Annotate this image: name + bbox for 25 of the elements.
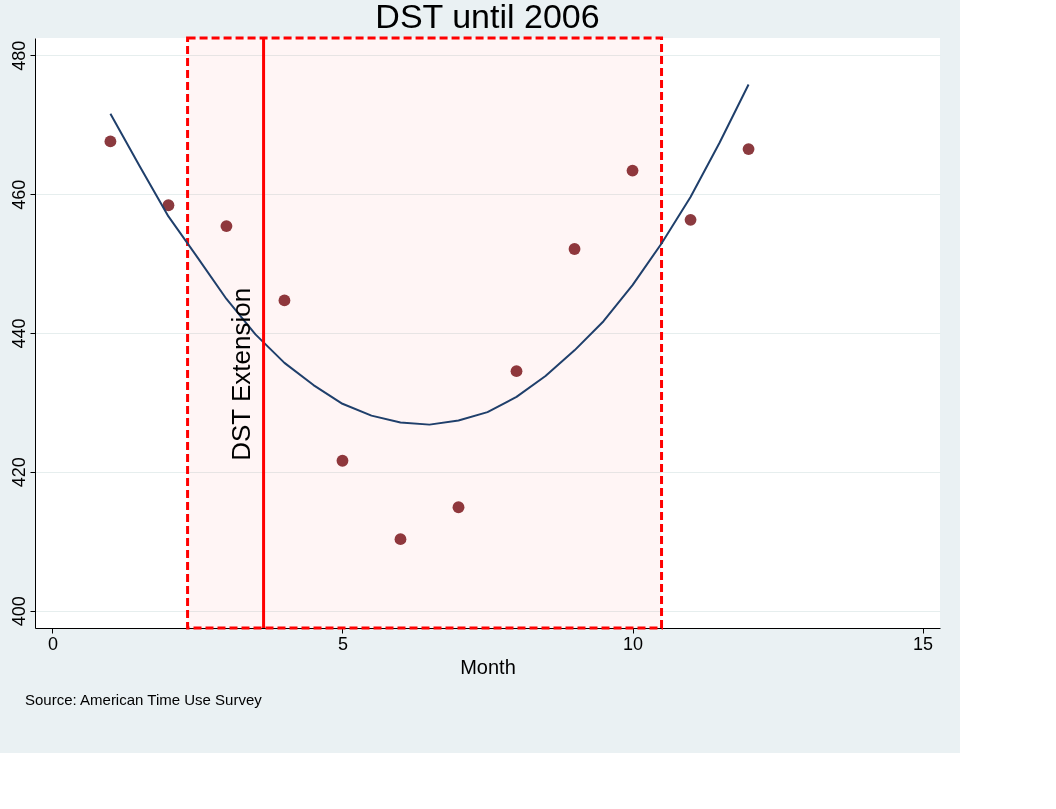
- x-tick-label: 0: [47, 633, 58, 654]
- y-tick-label: 420: [8, 457, 29, 488]
- point: [568, 243, 581, 255]
- point: [104, 135, 117, 148]
- chart-title: DST until 2006: [375, 0, 600, 35]
- x-tick-label: 5: [337, 633, 348, 654]
- point: [684, 213, 697, 226]
- point: [336, 454, 349, 467]
- point: [394, 533, 407, 546]
- source-note: Source: American Time Use Survey: [25, 691, 263, 708]
- y-tick-label: 480: [8, 40, 29, 71]
- point: [742, 143, 755, 155]
- y-tick-label: 400: [8, 596, 29, 627]
- x-axis-title: Month: [460, 655, 516, 678]
- ref-line-label: DST Extension: [225, 287, 256, 461]
- point: [626, 164, 639, 177]
- x-tick-label: 10: [623, 633, 644, 654]
- point: [220, 220, 233, 233]
- point: [452, 501, 465, 514]
- point: [510, 365, 523, 378]
- y-tick-label: 440: [8, 318, 29, 349]
- y-tick-label: 460: [8, 179, 29, 210]
- point: [162, 199, 175, 212]
- x-tick-label: 15: [913, 633, 934, 654]
- point: [278, 294, 291, 307]
